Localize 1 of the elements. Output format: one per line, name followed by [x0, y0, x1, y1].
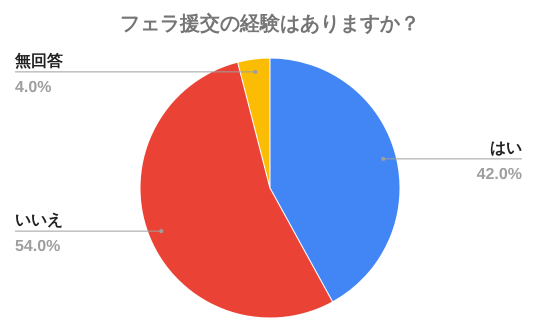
title: フェラ援交の経験はありますか？ — [120, 13, 420, 35]
